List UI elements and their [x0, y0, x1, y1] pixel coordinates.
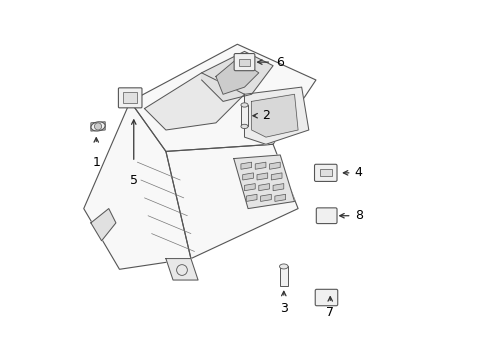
Polygon shape	[241, 162, 251, 169]
Polygon shape	[144, 73, 244, 130]
Polygon shape	[258, 184, 269, 191]
FancyBboxPatch shape	[118, 88, 142, 108]
Text: 8: 8	[354, 209, 362, 222]
FancyBboxPatch shape	[316, 208, 336, 224]
Ellipse shape	[279, 264, 287, 269]
FancyBboxPatch shape	[234, 54, 254, 71]
Bar	[239, 59, 249, 66]
Polygon shape	[271, 173, 282, 180]
Polygon shape	[216, 59, 258, 94]
Polygon shape	[233, 155, 294, 208]
Bar	[279, 266, 287, 287]
FancyBboxPatch shape	[315, 289, 337, 306]
Polygon shape	[165, 258, 198, 280]
Polygon shape	[269, 162, 280, 169]
Polygon shape	[130, 44, 315, 152]
Text: 1: 1	[92, 156, 100, 168]
Polygon shape	[255, 162, 265, 169]
Bar	[319, 169, 331, 176]
Polygon shape	[244, 184, 255, 191]
Polygon shape	[201, 51, 272, 102]
Text: 5: 5	[129, 174, 138, 186]
Polygon shape	[83, 102, 190, 269]
Polygon shape	[246, 194, 257, 202]
FancyBboxPatch shape	[314, 164, 336, 181]
Polygon shape	[244, 87, 308, 144]
Bar	[123, 93, 137, 103]
Polygon shape	[274, 194, 285, 202]
Text: 2: 2	[262, 109, 269, 122]
Ellipse shape	[241, 124, 247, 129]
Polygon shape	[242, 173, 253, 180]
Text: 4: 4	[354, 166, 362, 179]
Polygon shape	[272, 184, 283, 191]
Text: 3: 3	[279, 302, 287, 315]
Polygon shape	[251, 94, 298, 137]
Bar	[241, 105, 247, 126]
Text: 7: 7	[325, 306, 334, 319]
Text: 6: 6	[276, 55, 284, 69]
Polygon shape	[91, 208, 116, 241]
Polygon shape	[91, 122, 105, 131]
Ellipse shape	[241, 103, 247, 107]
Circle shape	[94, 123, 102, 130]
Polygon shape	[257, 173, 267, 180]
Polygon shape	[165, 144, 298, 258]
Ellipse shape	[91, 122, 105, 131]
Polygon shape	[260, 194, 271, 202]
